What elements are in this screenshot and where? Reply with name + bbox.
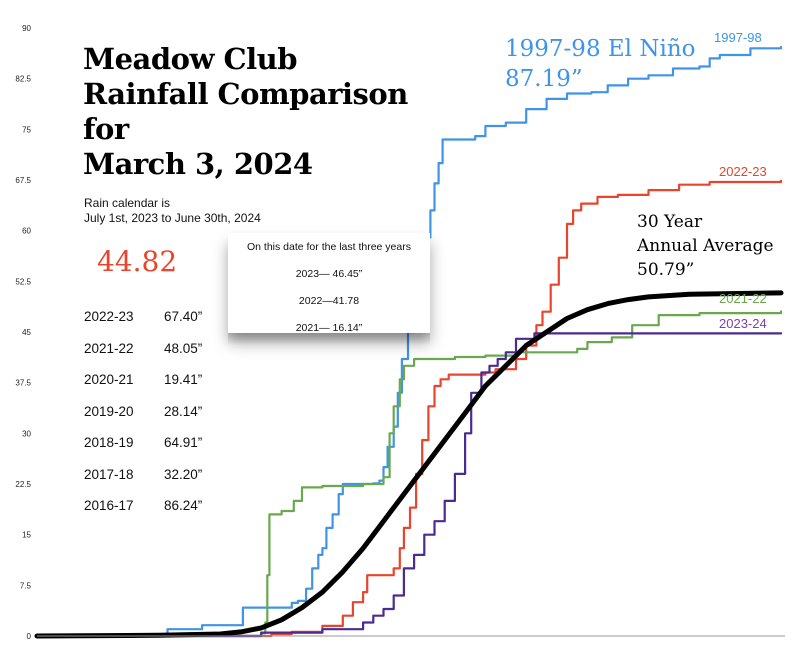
subtitle-line-1: Rain calendar is: [84, 196, 171, 210]
el-nino-title: 1997-98 El Niño: [505, 36, 696, 62]
season-row: 2019-20 28.14”: [84, 404, 202, 436]
y-tick-label: 30: [22, 429, 31, 438]
season-total: 67.40”: [164, 309, 203, 324]
title-line-4: March 3, 2024: [83, 147, 313, 181]
series-line-2022-23: [35, 179, 783, 638]
season-row: 2017-18 32.20”: [84, 467, 202, 499]
season-label: 2018-19: [84, 435, 134, 450]
season-total: 86.24”: [164, 498, 203, 513]
season-label: 2022-23: [84, 309, 134, 324]
season-total: 19.41”: [164, 372, 203, 387]
y-tick-label: 82.5: [15, 75, 31, 84]
series-line-2021-22: [35, 310, 783, 638]
average-line-2: Annual Average: [637, 236, 774, 256]
current-total: 44.82: [97, 245, 178, 278]
y-tick-label: 22.5: [15, 480, 31, 489]
season-total: 28.14”: [164, 403, 203, 419]
season-label: 2021-22: [84, 340, 134, 356]
three-year-callout: On this date for the last three years 20…: [228, 233, 430, 334]
series-label-1997-98: 1997-98: [714, 30, 762, 45]
y-tick-label: 45: [22, 328, 31, 337]
series-label-2022-23: 2022-23: [719, 164, 767, 179]
el-nino-total: 87.19”: [505, 66, 583, 92]
y-tick-label: 7.5: [20, 581, 32, 590]
average-line-1: 30 Year: [637, 212, 703, 232]
season-row: 2022-23 67.40”: [84, 309, 202, 341]
season-label: 2016-17: [84, 498, 134, 513]
season-total: 64.91”: [164, 435, 203, 450]
title-line-2: Rainfall Comparison: [83, 77, 408, 111]
season-row: 2016-17 86.24”: [84, 498, 202, 530]
y-tick-label: 60: [22, 227, 31, 236]
season-label: 2019-20: [84, 403, 134, 419]
average-annotation: 30 Year Annual Average 50.79”: [637, 210, 774, 282]
y-tick-label: 90: [22, 24, 31, 33]
series-line-30-year-annual-average: [34, 290, 784, 639]
y-tick-label: 75: [22, 125, 31, 134]
title-line-1: Meadow Club: [83, 42, 297, 76]
callout-line: 2023— 46.45”: [295, 268, 363, 280]
callout-line: 2022—41.78: [298, 295, 360, 307]
y-axis: 0 7.5 15 22.5 30 37.5 45 52.5 60 67.5 75 82.5 90: [15, 24, 31, 641]
title-line-3: for: [83, 112, 129, 146]
season-label: 2017-18: [84, 466, 134, 482]
subtitle-line-2: July 1st, 2023 to June 30th, 2024: [84, 211, 261, 225]
season-label: 2020-21: [84, 372, 134, 387]
callout-title: On this date for the last three years: [246, 241, 411, 253]
y-tick-label: 0: [27, 632, 32, 641]
y-tick-label: 15: [22, 531, 31, 540]
y-tick-label: 67.5: [15, 176, 31, 185]
season-totals-list: 2022-23 67.40” 2021-22 48.05” 2020-21 19.41…: [84, 309, 202, 530]
series-label-2021-22: 2021-22: [719, 291, 767, 306]
series-lines: [34, 45, 784, 639]
chart-title: Meadow Club Rainfall Comparison for Marc…: [83, 42, 408, 182]
season-total: 32.20”: [164, 466, 203, 482]
average-line-3: 50.79”: [637, 260, 695, 280]
series-label-2023-24: 2023-24: [719, 316, 767, 331]
season-row: 2018-19 64.91”: [84, 435, 202, 467]
season-total: 48.05”: [164, 340, 203, 356]
series-line-2023-24: [35, 332, 783, 638]
el-nino-annotation: 1997-98 El Niño 87.19”: [505, 34, 695, 94]
callout-line: 2021— 16.14”: [295, 322, 363, 334]
season-row: 2021-22 48.05”: [84, 341, 202, 373]
callout-shadow: [228, 333, 430, 345]
y-tick-label: 52.5: [15, 277, 31, 286]
season-row: 2020-21 19.41”: [84, 372, 202, 404]
y-tick-label: 37.5: [15, 379, 31, 388]
rain-calendar-note: Rain calendar is July 1st, 2023 to June …: [84, 196, 261, 226]
